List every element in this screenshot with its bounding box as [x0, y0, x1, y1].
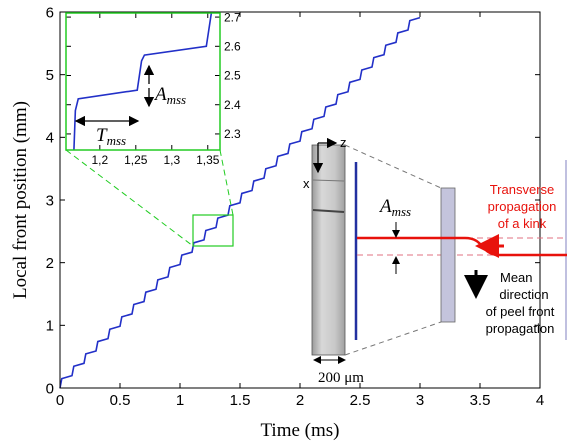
peel-label: direction — [499, 287, 548, 302]
data-line — [59, 16, 421, 389]
peel-label: Mean — [500, 270, 533, 285]
y-tick-label: 3 — [46, 192, 54, 209]
data-line — [73, 13, 213, 150]
inset-chart: 1,2 1,25 1,3 1,35 2.3 2.4 2.5 2.6 2.7 — [65, 10, 241, 167]
y-tick-label: 2.6 — [224, 40, 241, 54]
zoom-indicator — [65, 149, 234, 247]
x-tick-label: 1,3 — [163, 153, 180, 167]
amss-label: Amss — [153, 84, 186, 107]
kink-label: of a kink — [498, 216, 547, 231]
x-tick-label: 1.5 — [230, 392, 251, 409]
amss-label: Amss — [378, 196, 411, 219]
x-tick-label: 1,2 — [91, 153, 108, 167]
x-label: x — [303, 176, 310, 191]
x-tick-label: 2 — [296, 392, 304, 409]
y-tick-label: 2.5 — [224, 69, 241, 83]
inset-annotations: Amss Tmss — [74, 64, 186, 148]
kink-label: Transverse — [490, 182, 555, 197]
x-tick-label: 0.5 — [110, 392, 131, 409]
y-tick-label: 1 — [46, 318, 54, 335]
schematic: z x 200 μm Amss Transverse propagation o… — [303, 135, 567, 386]
x-tick-label: 1,35 — [196, 153, 220, 167]
y-tick-label: 0 — [46, 380, 54, 397]
x-tick-label: 1,25 — [124, 153, 148, 167]
x-tick-label: 1 — [176, 392, 184, 409]
x-tick-label: 3 — [416, 392, 424, 409]
tmss-label: Tmss — [96, 125, 126, 148]
x-tick-label: 4 — [536, 392, 544, 409]
y-tick-label: 2.7 — [224, 10, 241, 24]
x-tick-label: 3.5 — [470, 392, 491, 409]
peel-label: propagation — [486, 321, 555, 336]
y-axis-label: Local front position (mm) — [10, 101, 31, 299]
plot-frame — [65, 12, 221, 151]
z-label: z — [340, 135, 347, 150]
y-tick-label: 2 — [46, 255, 54, 272]
y-tick-label: 5 — [46, 67, 54, 84]
plot-frame — [59, 11, 541, 389]
kink-label: propagation — [488, 199, 557, 214]
y-tick-label: 2.4 — [224, 98, 241, 112]
x-tick-label: 2.5 — [350, 392, 371, 409]
scale-label: 200 μm — [318, 370, 364, 386]
plot-background — [66, 13, 220, 150]
peel-label: of peel front — [486, 304, 555, 319]
y-tick-label: 4 — [46, 130, 54, 147]
y-tick-label: 2.3 — [224, 127, 241, 141]
y-tick-label: 6 — [46, 4, 54, 21]
x-tick-label: 0 — [56, 392, 64, 409]
x-axis-label: Time (ms) — [260, 420, 339, 441]
